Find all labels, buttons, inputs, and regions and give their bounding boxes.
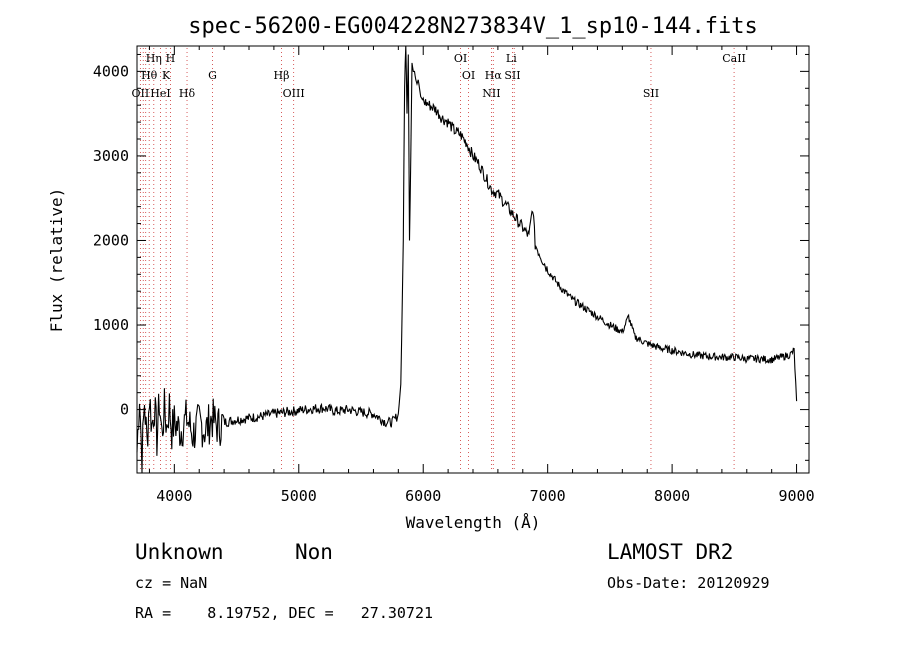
spectral-line-label: H [166, 52, 176, 65]
y-axis-ticks: 0 1000 2000 3000 4000 [93, 53, 809, 461]
x-tick-label: 7000 [530, 487, 566, 505]
ra-dec-coordinates: RA = 8.19752, DEC = 27.30721 [135, 604, 434, 622]
y-tick-label: 1000 [93, 316, 129, 334]
x-tick-label: 4000 [156, 487, 192, 505]
spectral-line-label: SII [643, 87, 659, 100]
spectral-line-label: Hθ [141, 69, 158, 82]
spectral-line-label: HeI [150, 87, 170, 100]
y-tick-label: 3000 [93, 147, 129, 165]
spectral-line-label: Hδ [179, 87, 196, 100]
plot-frame [136, 45, 810, 474]
spectral-line-label: Hβ [274, 69, 290, 82]
object-subclass: Non [295, 540, 333, 564]
spectral-line-label: OI [462, 69, 475, 82]
spectral-line-label: Li [506, 52, 517, 65]
x-tick-label: 6000 [405, 487, 441, 505]
x-tick-label: 5000 [281, 487, 317, 505]
spectral-line-label: OII [132, 87, 150, 100]
survey-name: LAMOST DR2 [607, 540, 734, 564]
spectral-line-label: Hη [146, 52, 162, 65]
spectral-line-markers [139, 48, 735, 471]
y-tick-label: 2000 [93, 231, 129, 249]
y-tick-label: 4000 [93, 62, 129, 80]
redshift-cz: cz = NaN [135, 574, 208, 592]
spectral-line-label: OIII [283, 87, 305, 100]
spectral-line-label: Hα [485, 69, 503, 82]
x-tick-label: 9000 [778, 487, 814, 505]
x-tick-label: 8000 [654, 487, 690, 505]
x-axis-ticks: 4000 5000 6000 7000 8000 9000 [148, 46, 815, 505]
spectral-line-label: NII [482, 87, 500, 100]
y-axis-label: Flux (relative) [47, 188, 66, 333]
spectral-line-label: OI [454, 52, 467, 65]
spectral-line-label: K [162, 69, 171, 82]
spectral-line-label: SII [504, 69, 520, 82]
spectral-line-label: G [208, 69, 217, 82]
observation-date: Obs-Date: 20120929 [607, 574, 770, 592]
object-class: Unknown [135, 540, 224, 564]
x-axis-label: Wavelength (Å) [406, 513, 541, 532]
spectral-line-label: CaII [722, 52, 746, 65]
chart-title: spec-56200-EG004228N273834V_1_sp10-144.f… [188, 14, 758, 39]
y-tick-label: 0 [120, 401, 129, 419]
spectrum-line [136, 45, 798, 474]
